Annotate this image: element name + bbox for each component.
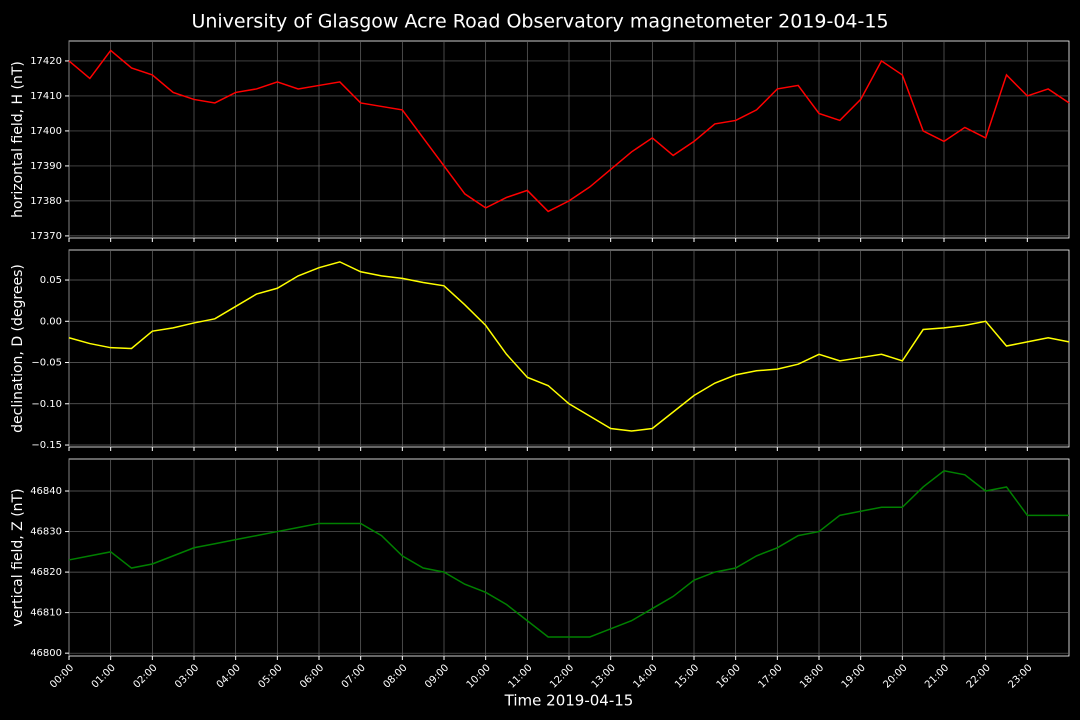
x-tick-label: 23:00: [1006, 662, 1034, 690]
y-tick-label: −0.10: [31, 399, 62, 410]
y-tick-label: 0.05: [40, 275, 62, 286]
y-tick-label: 46840: [30, 486, 62, 497]
x-tick-label: 15:00: [673, 662, 701, 690]
x-tick-label: 07:00: [340, 662, 368, 690]
x-tick-label: 18:00: [798, 662, 826, 690]
y-tick-label: 46800: [30, 648, 62, 659]
y-axis-title: declination, D (degrees): [10, 264, 26, 433]
y-tick-label: 17370: [30, 231, 62, 242]
x-tick-label: 12:00: [548, 662, 576, 690]
x-tick-label: 20:00: [881, 662, 909, 690]
x-tick-label: 05:00: [256, 662, 284, 690]
figure-title: University of Glasgow Acre Road Observat…: [191, 11, 888, 33]
x-tick-label: 14:00: [631, 662, 659, 690]
y-tick-label: 17380: [30, 196, 62, 207]
y-tick-label: 17400: [30, 126, 62, 137]
x-tick-label: 03:00: [173, 662, 201, 690]
x-tick-label: 06:00: [298, 662, 326, 690]
y-tick-label: 17420: [30, 56, 62, 67]
y-tick-label: 46810: [30, 608, 62, 619]
x-tick-label: 22:00: [965, 662, 993, 690]
data-line: [68, 49, 1070, 213]
y-tick-label: 17390: [30, 161, 62, 172]
y-tick-label: 46820: [30, 567, 62, 578]
x-tick-label: 19:00: [840, 662, 868, 690]
x-tick-label: 00:00: [48, 662, 76, 690]
x-tick-label: 04:00: [215, 662, 243, 690]
x-tick-label: 10:00: [465, 662, 493, 690]
data-line: [68, 469, 1069, 638]
y-axis-title: vertical field, Z (nT): [10, 488, 26, 626]
y-tick-label: 17410: [30, 91, 62, 102]
x-axis-title: Time 2019-04-15: [504, 692, 634, 710]
x-tick-label: 17:00: [756, 662, 784, 690]
x-tick-label: 02:00: [131, 662, 159, 690]
x-tick-label: 13:00: [590, 662, 618, 690]
x-tick-label: 01:00: [90, 662, 118, 690]
y-tick-label: 0.00: [40, 316, 62, 327]
y-axis-title: horizontal field, H (nT): [10, 61, 26, 218]
x-tick-label: 21:00: [923, 662, 951, 690]
y-tick-label: −0.05: [31, 358, 62, 369]
data-line: [68, 261, 1070, 432]
y-tick-label: 46830: [30, 527, 62, 538]
y-tick-label: −0.15: [31, 440, 62, 451]
x-tick-label: 11:00: [506, 662, 534, 690]
x-tick-label: 16:00: [715, 662, 743, 690]
x-tick-label: 08:00: [381, 662, 409, 690]
x-tick-label: 09:00: [423, 662, 451, 690]
